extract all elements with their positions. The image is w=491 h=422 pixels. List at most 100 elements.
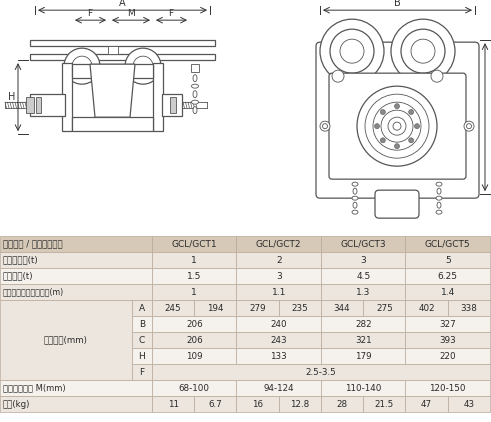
Bar (62, 63, 72, 131)
Circle shape (365, 94, 429, 158)
Bar (321, 300, 363, 316)
Bar (406, 332, 490, 348)
Text: 240: 240 (271, 320, 287, 329)
Bar (26, 97, 34, 113)
Bar (36, 97, 41, 113)
Circle shape (375, 124, 380, 129)
Bar (30, 94, 65, 116)
Bar (237, 348, 321, 364)
Bar (321, 268, 406, 284)
Text: 28: 28 (336, 400, 348, 408)
Text: H: H (138, 352, 145, 361)
Bar (194, 300, 237, 316)
Text: M: M (127, 9, 135, 18)
Text: 344: 344 (334, 304, 351, 313)
Ellipse shape (437, 202, 441, 208)
Bar (406, 236, 490, 252)
Text: 402: 402 (418, 304, 435, 313)
Text: 主要尺寸(mm): 主要尺寸(mm) (44, 335, 88, 345)
Ellipse shape (437, 188, 441, 194)
Bar (30, 54, 215, 60)
Text: 94-124: 94-124 (264, 384, 294, 392)
Bar (406, 284, 490, 300)
Bar (237, 396, 279, 412)
Circle shape (411, 39, 435, 63)
Bar (0, 268, 152, 284)
Bar (406, 300, 448, 316)
Polygon shape (90, 64, 135, 117)
FancyBboxPatch shape (316, 42, 479, 198)
Text: 338: 338 (461, 304, 477, 313)
Bar (448, 396, 490, 412)
Text: GCL/GCT5: GCL/GCT5 (425, 240, 470, 249)
Bar (152, 380, 237, 396)
Bar (132, 364, 152, 380)
Circle shape (340, 39, 364, 63)
Ellipse shape (436, 210, 442, 214)
Text: B: B (394, 0, 400, 8)
Text: 245: 245 (165, 304, 182, 313)
Circle shape (391, 19, 455, 83)
Bar (406, 316, 490, 332)
Text: 11: 11 (167, 400, 179, 408)
FancyBboxPatch shape (329, 73, 466, 179)
Text: 206: 206 (186, 335, 203, 345)
Bar (237, 380, 321, 396)
Bar (132, 300, 152, 316)
Ellipse shape (193, 107, 197, 114)
Bar (406, 348, 490, 364)
Bar (237, 284, 321, 300)
Bar (0, 284, 152, 300)
Bar (194, 396, 237, 412)
Bar (448, 300, 490, 316)
Ellipse shape (353, 202, 357, 208)
Circle shape (381, 110, 413, 142)
Bar (152, 252, 237, 268)
Text: B: B (139, 320, 145, 329)
Circle shape (394, 104, 400, 108)
Circle shape (357, 86, 437, 166)
Text: 1.4: 1.4 (440, 288, 455, 297)
Bar (0, 252, 152, 268)
Bar (363, 300, 406, 316)
Bar (237, 316, 321, 332)
Bar (321, 348, 406, 364)
Bar (152, 284, 237, 300)
Bar (406, 380, 490, 396)
Text: F: F (87, 9, 93, 18)
Circle shape (464, 121, 474, 131)
Bar (162, 94, 182, 116)
Text: 3: 3 (276, 272, 282, 281)
Bar (153, 63, 163, 131)
Bar (132, 332, 152, 348)
Text: 6.7: 6.7 (209, 400, 222, 408)
Text: 2.5-3.5: 2.5-3.5 (305, 368, 336, 376)
Bar (237, 252, 321, 268)
Text: 47: 47 (421, 400, 432, 408)
Text: 额定载重量(t): 额定载重量(t) (3, 256, 39, 265)
Text: GCL/GCT2: GCL/GCT2 (256, 240, 301, 249)
Bar (237, 236, 321, 252)
Text: 3: 3 (360, 256, 366, 265)
Text: 5: 5 (445, 256, 451, 265)
Bar (132, 348, 152, 364)
Bar (321, 236, 406, 252)
Text: 279: 279 (249, 304, 266, 313)
Text: F: F (168, 9, 173, 18)
Bar (152, 268, 237, 284)
Bar (279, 396, 321, 412)
Text: 能通过的最小弯道半径(m): 能通过的最小弯道半径(m) (3, 288, 64, 297)
Bar (321, 252, 406, 268)
Text: 4.5: 4.5 (356, 272, 370, 281)
Circle shape (330, 29, 374, 73)
Text: 21.5: 21.5 (375, 400, 394, 408)
Text: 试验载荷(t): 试验载荷(t) (3, 272, 33, 281)
Text: GCL/GCT3: GCL/GCT3 (340, 240, 386, 249)
Ellipse shape (353, 188, 357, 194)
Bar (321, 396, 363, 412)
Text: 1: 1 (191, 256, 197, 265)
Text: 179: 179 (355, 352, 372, 361)
Circle shape (381, 110, 385, 114)
Text: 282: 282 (355, 320, 372, 329)
Bar (72, 117, 153, 131)
